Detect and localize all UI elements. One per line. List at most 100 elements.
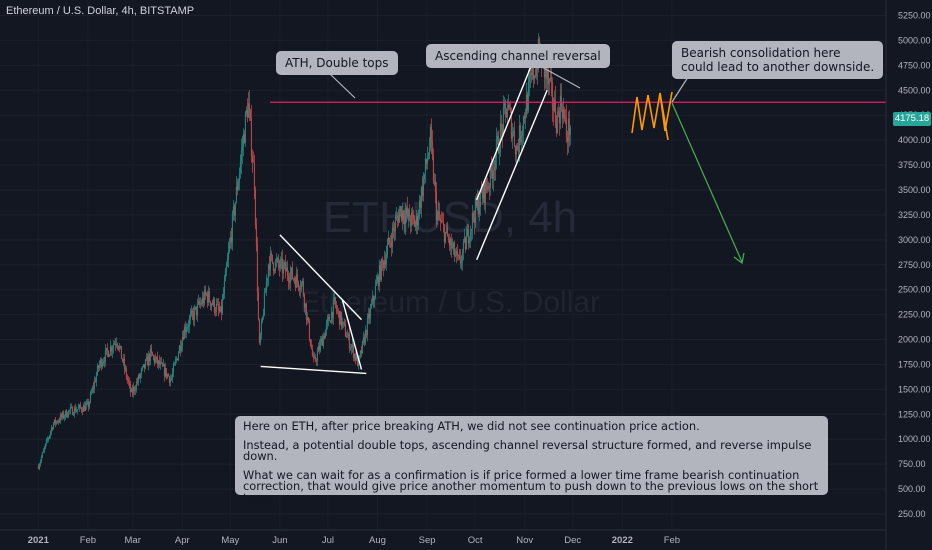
candle-body — [111, 348, 113, 352]
candle-body — [229, 237, 231, 244]
candle-body — [417, 216, 419, 226]
candle-body — [380, 259, 382, 280]
candle-body — [565, 117, 567, 139]
candle-body — [347, 333, 349, 337]
y-tick-label: 2000.00 — [898, 335, 931, 345]
y-tick-label: 4500.00 — [898, 85, 931, 95]
y-tick-label: 1000.00 — [898, 434, 931, 444]
candle-body — [395, 216, 397, 220]
candle-body — [291, 267, 293, 279]
candle-body — [142, 364, 144, 367]
candle-body — [74, 407, 76, 412]
symbol-watermark: ETHUSD, 4h Ethereum / U.S. Dollar — [300, 193, 600, 319]
triangle-lower-trendline — [260, 365, 367, 375]
candle-body — [306, 317, 308, 320]
candle-body — [327, 316, 329, 320]
candle-body — [414, 224, 416, 227]
candle-body — [461, 251, 463, 262]
candle-body — [245, 109, 247, 113]
candle-body — [522, 116, 524, 132]
candle-body — [331, 312, 333, 319]
candle-body — [164, 368, 166, 377]
candle-body — [473, 218, 475, 223]
analysis-note: Here on ETH, after price breaking ATH, w… — [235, 416, 828, 504]
candle-body — [227, 251, 229, 260]
candle-body — [386, 244, 388, 255]
triangle-upper-trendline — [279, 234, 363, 321]
x-tick-label: Sep — [419, 535, 436, 546]
candle-body — [474, 198, 476, 223]
candle-body — [296, 274, 298, 282]
candle-body — [367, 314, 369, 319]
candle-body — [180, 346, 182, 351]
candle-body — [282, 264, 284, 274]
candle-body — [62, 412, 64, 418]
candle-body — [381, 259, 383, 263]
y-tick-label: 750.00 — [898, 459, 926, 469]
candle-body — [144, 360, 146, 369]
candle-body — [173, 363, 175, 366]
candle-body — [77, 407, 79, 410]
candle-body — [514, 145, 516, 155]
candle-body — [495, 139, 497, 158]
candle-body — [398, 211, 400, 223]
candle-body — [148, 354, 150, 362]
candle-body — [211, 303, 213, 305]
candle-body — [453, 242, 455, 257]
candle-body — [498, 152, 500, 154]
candle-body — [284, 262, 286, 272]
candle-body — [384, 260, 386, 265]
candle-body — [295, 274, 297, 288]
candle-body — [527, 81, 529, 111]
candle-body — [61, 412, 63, 418]
candle-body — [193, 308, 195, 321]
candle-body — [472, 212, 474, 219]
candle-body — [190, 310, 192, 315]
candle-body — [459, 257, 461, 264]
candle-body — [38, 464, 40, 469]
note-line-2: Instead, a potential double tops, ascend… — [243, 437, 812, 464]
candle-body — [322, 336, 324, 346]
candle-body — [464, 237, 466, 250]
candle-body — [553, 99, 555, 111]
candle-body — [336, 310, 338, 311]
candle-body — [441, 221, 443, 222]
candle-body — [359, 350, 361, 356]
candle-body — [518, 125, 520, 152]
candle-body — [257, 292, 259, 320]
candle-body — [270, 253, 272, 255]
candle-body — [334, 297, 336, 306]
candle-body — [156, 356, 158, 365]
candle-body — [91, 387, 93, 393]
x-tick-label: Jun — [272, 535, 287, 546]
candle-body — [83, 405, 85, 411]
candle-body — [404, 213, 406, 225]
candle-body — [121, 358, 123, 362]
candle-body — [388, 238, 390, 243]
candle-body — [508, 104, 510, 108]
candle-body — [294, 280, 296, 288]
callout-ath-pointer — [329, 73, 356, 99]
candle-body — [515, 145, 517, 155]
candle-body — [262, 315, 264, 318]
candle-body — [129, 383, 131, 392]
candle-body — [232, 206, 234, 214]
candle-body — [477, 198, 479, 215]
candle-body — [188, 318, 190, 327]
y-tick-label: 3250.00 — [898, 210, 931, 220]
candle-body — [154, 358, 156, 363]
candle-body — [422, 178, 424, 196]
candle-body — [79, 404, 81, 408]
candle-body — [215, 304, 217, 312]
x-tick-label: Jul — [322, 535, 334, 546]
candle-body — [529, 73, 531, 78]
candle-body — [224, 270, 226, 282]
candle-body — [87, 402, 89, 408]
candle-body — [155, 356, 157, 359]
candle-body — [72, 414, 74, 416]
candle-body — [563, 109, 565, 118]
candle-body — [445, 228, 447, 233]
candle-body — [73, 407, 75, 415]
candle-body — [397, 217, 399, 223]
candle-body — [255, 224, 257, 246]
